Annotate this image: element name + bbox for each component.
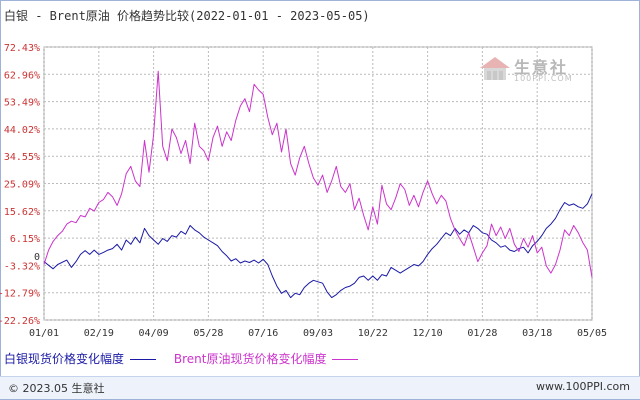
y-tick-label: 72.43%: [4, 43, 40, 54]
y-tick-label: -3.32%: [4, 261, 40, 272]
watermark-subtext: 100PPI.COM: [514, 74, 573, 83]
x-tick-label: 05/05: [577, 328, 607, 339]
y-tick-label: 53.49%: [4, 98, 40, 109]
x-tick-label: 03/18: [522, 328, 552, 339]
y-zero-label: 0: [34, 252, 40, 263]
legend-item-brent: Brent原油现货价格变化幅度: [174, 350, 359, 367]
y-tick-label: 62.96%: [4, 70, 40, 81]
legend-swatch-brent: [332, 359, 359, 360]
series-line-brent: [43, 70, 593, 278]
footer-copyright: © 2023.05 生意社: [8, 382, 105, 395]
legend-label-brent: Brent原油现货价格变化幅度: [173, 352, 327, 366]
x-tick-label: 07/16: [248, 328, 278, 339]
x-tick-label: 09/03: [303, 328, 333, 339]
footer-bar: © 2023.05 生意社 www.100PPI.com: [0, 376, 640, 399]
legend-label-silver: 白银现货价格变化幅度: [4, 352, 125, 366]
legend-item-silver: 白银现货价格变化幅度: [4, 350, 157, 367]
y-tick-label: 25.09%: [4, 179, 40, 190]
y-tick-label: -12.79%: [0, 289, 40, 300]
legend: 白银现货价格变化幅度 Brent原油现货价格变化幅度: [4, 350, 372, 367]
series-line-silver: [43, 193, 593, 299]
chart-title: 白银 - Brent原油 价格趋势比较(2022-01-01 - 2023-05…: [4, 9, 370, 23]
y-tick-label: 34.55%: [4, 152, 40, 163]
x-tick-label: 05/28: [193, 328, 223, 339]
x-tick-label: 01/01: [29, 328, 59, 339]
x-tick-label: 10/22: [358, 328, 388, 339]
watermark-text: 生意社: [514, 58, 569, 77]
y-tick-label: 15.62%: [4, 207, 40, 218]
y-tick-label: 6.15%: [10, 234, 40, 245]
house-icon: [480, 57, 510, 80]
y-tick-label: -22.26%: [0, 316, 40, 327]
x-tick-label: 02/19: [84, 328, 114, 339]
x-tick-label: 01/28: [467, 328, 497, 339]
footer-site-link[interactable]: www.100PPI.com: [536, 380, 630, 393]
legend-swatch-silver: [130, 359, 157, 360]
x-tick-label: 12/10: [413, 328, 443, 339]
x-tick-label: 04/09: [139, 328, 169, 339]
y-tick-label: 44.02%: [4, 125, 40, 136]
